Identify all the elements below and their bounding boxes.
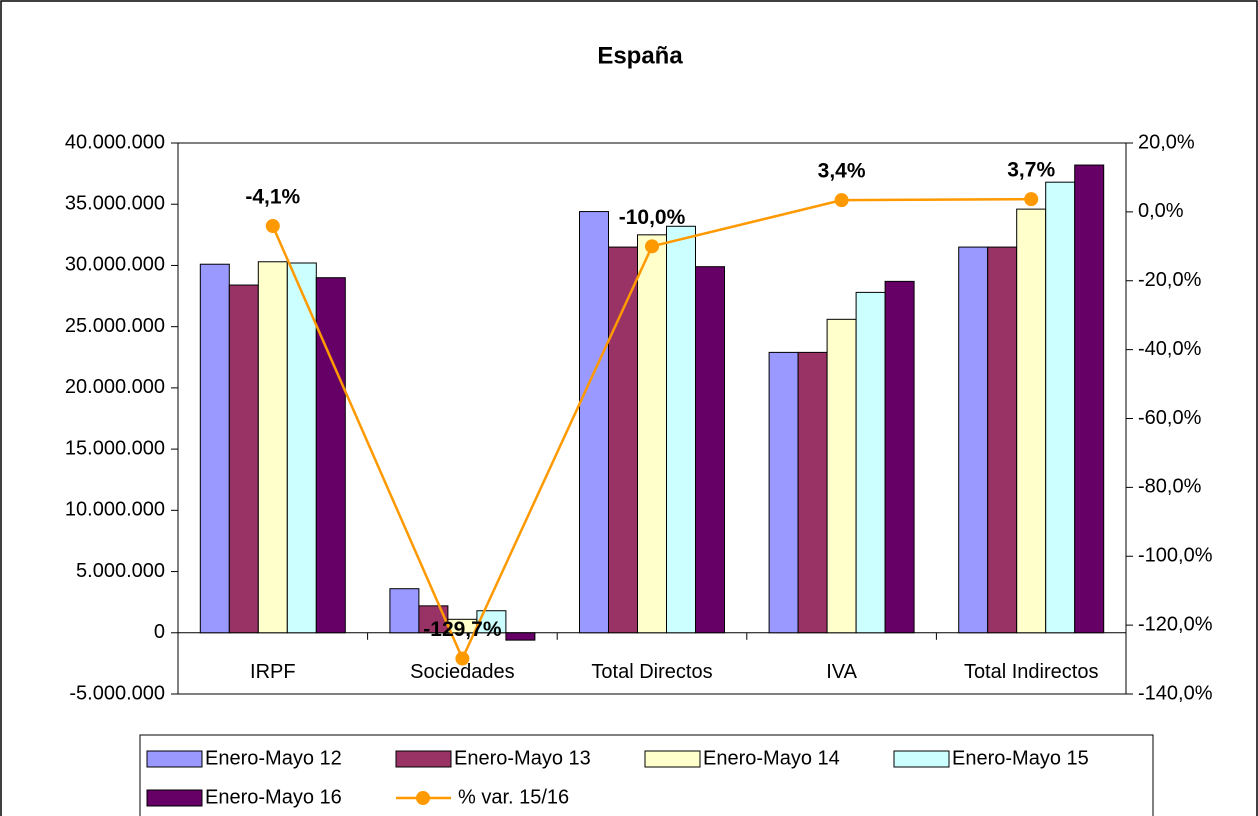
y-tick-label: 15.000.000 xyxy=(65,437,165,459)
y2-tick-label: -60,0% xyxy=(1138,407,1202,429)
bar xyxy=(884,280,915,634)
y-tick-label: 25.000.000 xyxy=(65,315,165,337)
legend-label: % var. 15/16 xyxy=(458,786,569,808)
x-tick-label: IVA xyxy=(826,661,857,683)
bar xyxy=(797,351,828,634)
bar xyxy=(1074,164,1105,634)
bar xyxy=(855,291,886,634)
legend-label: Enero-Mayo 13 xyxy=(454,747,591,769)
y-tick-label: 20.000.000 xyxy=(65,376,165,398)
y2-tick-label: 0,0% xyxy=(1138,200,1184,222)
line-marker xyxy=(834,193,849,208)
legend-label: Enero-Mayo 15 xyxy=(952,747,1089,769)
data-label: -129,7% xyxy=(423,618,502,641)
bar xyxy=(1045,181,1076,634)
line-marker xyxy=(645,239,659,254)
bar xyxy=(768,351,799,634)
bar xyxy=(389,588,420,634)
legend-swatch xyxy=(146,750,203,768)
bar xyxy=(257,261,288,634)
y2-tick-label: -120,0% xyxy=(1138,613,1213,635)
bar xyxy=(476,610,507,634)
bar xyxy=(608,246,638,634)
x-tick-label: Sociedades xyxy=(410,661,515,683)
legend-label: Enero-Mayo 14 xyxy=(703,747,840,769)
line-marker xyxy=(1024,192,1039,207)
legend xyxy=(139,734,1154,816)
legend-swatch xyxy=(146,789,203,807)
bar xyxy=(958,246,989,634)
y-tick-label: 30.000.000 xyxy=(65,254,165,276)
bar xyxy=(987,246,1018,634)
chart-title: España xyxy=(597,42,683,69)
x-tick-label: Total Directos xyxy=(591,661,712,683)
y-tick-label: 0 xyxy=(154,621,165,643)
y2-tick-label: -40,0% xyxy=(1138,338,1202,360)
line-marker xyxy=(455,651,470,666)
y-tick-label: 40.000.000 xyxy=(65,131,165,153)
y2-tick-label: -20,0% xyxy=(1138,269,1202,291)
y-tick-label: 10.000.000 xyxy=(65,499,165,521)
bar xyxy=(695,266,725,634)
data-label: 3,4% xyxy=(818,160,866,183)
bar xyxy=(286,262,317,634)
y2-tick-label: -80,0% xyxy=(1138,476,1202,498)
bar xyxy=(228,284,259,634)
bar xyxy=(1016,208,1047,634)
data-label: 3,7% xyxy=(1007,159,1055,182)
bar xyxy=(315,277,346,634)
y-tick-label: 5.000.000 xyxy=(76,560,165,582)
y2-tick-label: -100,0% xyxy=(1138,545,1213,567)
y2-tick-label: -140,0% xyxy=(1138,682,1213,704)
line-marker xyxy=(265,218,280,233)
bar xyxy=(826,318,857,634)
legend-swatch xyxy=(893,750,950,768)
data-label: -10,0% xyxy=(619,206,686,229)
y-tick-label: -5.000.000 xyxy=(69,682,165,704)
bar xyxy=(666,225,696,634)
y-tick-label: 35.000.000 xyxy=(65,193,165,215)
bar xyxy=(505,632,536,641)
x-tick-label: Total Indirectos xyxy=(964,661,1099,683)
legend-swatch xyxy=(644,750,701,768)
legend-label: Enero-Mayo 12 xyxy=(205,747,342,769)
bar xyxy=(579,211,609,634)
bar xyxy=(199,263,230,634)
legend-label: Enero-Mayo 16 xyxy=(205,786,342,808)
data-label: -4,1% xyxy=(245,186,300,209)
x-tick-label: IRPF xyxy=(250,661,296,683)
bar xyxy=(637,234,667,634)
legend-swatch xyxy=(395,750,452,768)
legend-marker xyxy=(416,791,430,805)
y2-tick-label: 20,0% xyxy=(1138,131,1195,153)
